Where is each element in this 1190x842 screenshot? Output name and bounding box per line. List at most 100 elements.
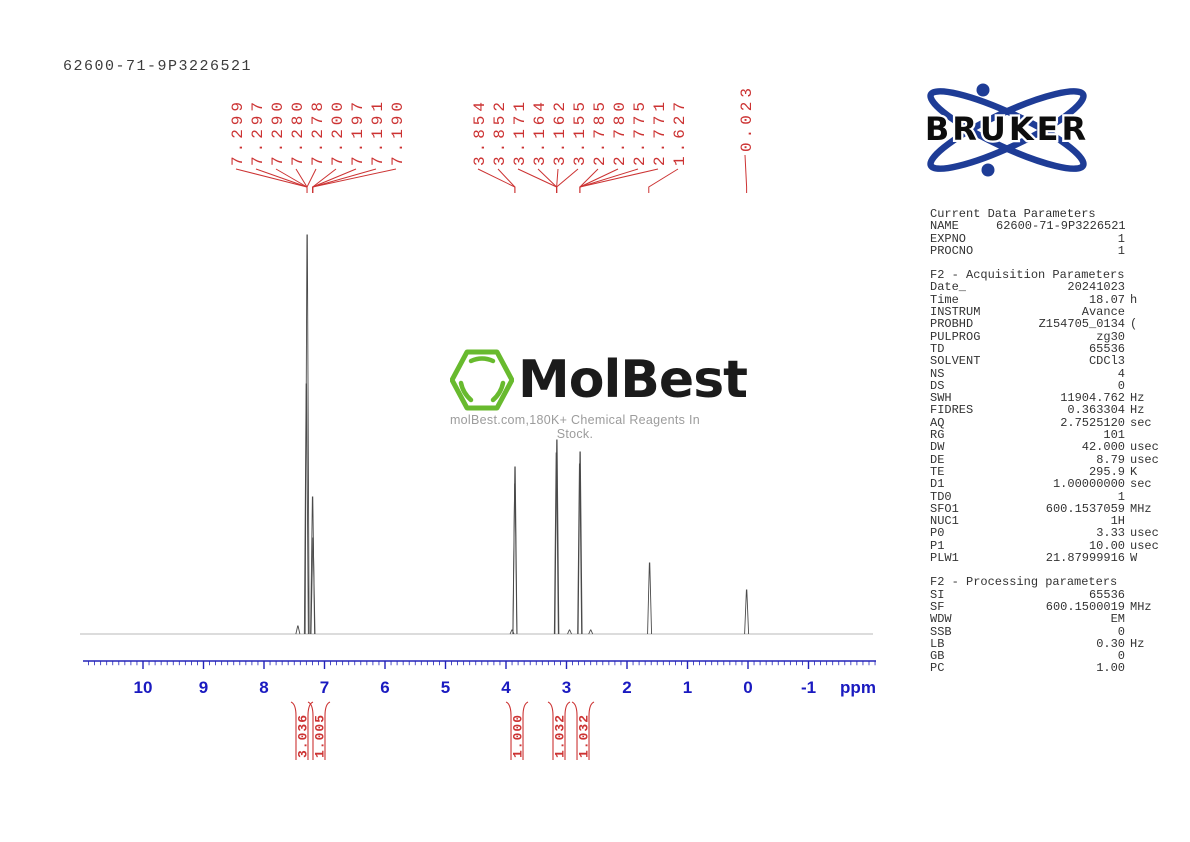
param-value: 21.87999916 [1045, 551, 1125, 566]
param-value: CDCl3 [1088, 354, 1125, 369]
peak-leader-line [744, 154, 748, 193]
param-row: AQ 2.7525120 sec [930, 415, 1166, 430]
param-name: SFO1 [930, 501, 959, 516]
param-value: 62600-71-9P3226521 [996, 219, 1126, 234]
param-row: PLW1 21.87999916 W [930, 551, 1166, 566]
param-row: TE 295.9 K [930, 464, 1166, 479]
peak-leader-line [648, 168, 679, 193]
param-name: DE [930, 452, 945, 467]
peak-leader-line [579, 168, 639, 193]
params-section-header: Current Data Parameters [930, 207, 1096, 221]
peak-leader-line [556, 168, 579, 193]
param-unit [1125, 662, 1166, 674]
nmr-peak [577, 451, 583, 635]
param-unit: Hz [1130, 403, 1145, 418]
param-unit: K [1130, 464, 1138, 479]
param-value: 3.33 [1096, 526, 1125, 541]
axis-unit-label: ppm [840, 678, 876, 697]
peak-label: 3.164 [531, 98, 549, 166]
param-unit [1125, 245, 1166, 257]
param-value: 0 [1117, 378, 1125, 393]
param-unit [1125, 626, 1166, 638]
param-row: SSB 0 [930, 624, 1166, 639]
param-value: 4 [1117, 366, 1125, 381]
nmr-peak [295, 625, 301, 635]
param-row: PROCNO 1 [930, 243, 1166, 258]
param-name: Date_ [930, 280, 967, 295]
param-value: 8.79 [1096, 452, 1125, 467]
param-value: 1 [1117, 489, 1125, 504]
peak-leader-line [312, 168, 397, 193]
molbest-hexagon-icon [450, 349, 514, 411]
param-row: PROBHD Z154705_0134 ( [930, 317, 1166, 332]
param-value: 65536 [1088, 587, 1125, 602]
param-value: Z154705_0134 [1038, 317, 1125, 332]
peak-label: 7.299 [229, 98, 247, 166]
peak-leader-line [497, 168, 516, 193]
param-unit: sec [1130, 477, 1152, 492]
param-name: SF [930, 599, 945, 614]
param-unit: usec [1130, 440, 1159, 455]
param-value: 0.363304 [1067, 403, 1125, 418]
param-name: SOLVENT [930, 354, 981, 369]
param-row: SOLVENT CDCl3 [930, 354, 1166, 369]
param-name: TD0 [930, 489, 952, 504]
param-name: P1 [930, 538, 945, 553]
peak-label: 0.023 [738, 84, 756, 152]
param-value: zg30 [1096, 329, 1125, 344]
axis-tick-label: 4 [501, 678, 511, 697]
param-name: DW [930, 440, 945, 455]
peak-leader-line [537, 168, 558, 193]
param-value: 1 [1117, 231, 1125, 246]
integral-bracket [571, 701, 578, 760]
nmr-peak [744, 589, 750, 635]
param-name: PLW1 [930, 551, 959, 566]
integral-value: 3.036 [295, 714, 310, 758]
peak-label: 7.190 [389, 98, 407, 166]
param-name: TE [930, 464, 945, 479]
integral-value: 1.005 [312, 714, 327, 758]
param-unit [1125, 613, 1166, 625]
peak-label: 1.627 [671, 98, 689, 166]
nmr-peak [512, 466, 518, 635]
nmr-peak [567, 629, 572, 635]
param-unit: MHz [1130, 501, 1152, 516]
param-value: 0 [1117, 624, 1125, 639]
param-row: Time 18.07 h [930, 292, 1166, 307]
axis-tick-label: 9 [199, 678, 208, 697]
param-unit [1125, 355, 1166, 367]
param-name: Time [930, 292, 959, 307]
params-section-header: F2 - Processing parameters [930, 575, 1118, 590]
param-name: EXPNO [930, 231, 967, 246]
param-row: FIDRES 0.363304 Hz [930, 403, 1166, 418]
peak-label: 2.780 [611, 98, 629, 166]
peak-leader-line [579, 168, 659, 193]
nmr-peak [310, 537, 316, 635]
param-row: WDW EM [930, 613, 1166, 626]
axis-tick-label: -1 [801, 678, 816, 697]
nmr-peak [588, 629, 594, 635]
param-value: Avance [1081, 305, 1125, 320]
param-row: D1 1.00000000 sec [930, 477, 1166, 492]
param-value: 1.00 [1096, 661, 1125, 676]
param-name: INSTRUM [930, 305, 981, 320]
peak-label: 3.155 [571, 98, 589, 166]
param-value: 20241023 [1067, 280, 1125, 295]
axis-tick-label: 0 [743, 678, 752, 697]
param-value: 10.00 [1088, 538, 1125, 553]
bruker-logo-text: BRUKER [925, 110, 1089, 148]
integral-bracket [522, 701, 529, 760]
param-unit: Hz [1130, 636, 1145, 651]
param-row: EXPNO 1 [930, 231, 1166, 246]
param-name: PROCNO [930, 243, 974, 258]
param-row: P0 3.33 usec [930, 526, 1166, 541]
param-row: SF 600.1500019 MHz [930, 599, 1166, 614]
bruker-ellipses-icon [927, 83, 1087, 177]
param-row: SFO1 600.1537059 MHz [930, 501, 1166, 516]
param-unit: sec [1130, 415, 1152, 430]
param-unit [1125, 343, 1166, 355]
param-name: GB [930, 649, 945, 664]
param-name: NAME [930, 219, 959, 234]
integral-bracket [307, 701, 314, 760]
